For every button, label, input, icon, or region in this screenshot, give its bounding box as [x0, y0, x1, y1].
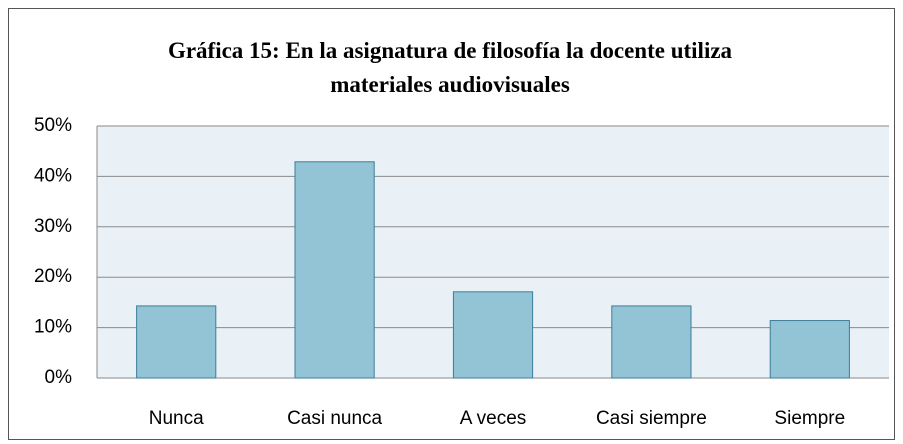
- x-tick-label: Casi siempre: [596, 408, 707, 429]
- chart-title: Gráfica 15: En la asignatura de filosofí…: [167, 38, 733, 97]
- y-tick-label: 10%: [34, 317, 72, 338]
- y-tick-label: 40%: [34, 165, 72, 186]
- y-tick-label: 30%: [34, 216, 72, 237]
- x-tick-label: Siempre: [774, 408, 845, 429]
- bar: [611, 305, 692, 379]
- x-tick-label: Nunca: [149, 408, 204, 429]
- y-tick-label: 50%: [34, 115, 72, 136]
- bar: [136, 305, 217, 379]
- x-tick-label: A veces: [460, 408, 527, 429]
- x-tick-label: Casi nunca: [287, 408, 382, 429]
- y-tick-label: 0%: [45, 367, 73, 388]
- bar: [294, 161, 375, 379]
- bar: [769, 320, 850, 379]
- bar: [452, 291, 534, 379]
- y-tick-label: 20%: [34, 266, 72, 287]
